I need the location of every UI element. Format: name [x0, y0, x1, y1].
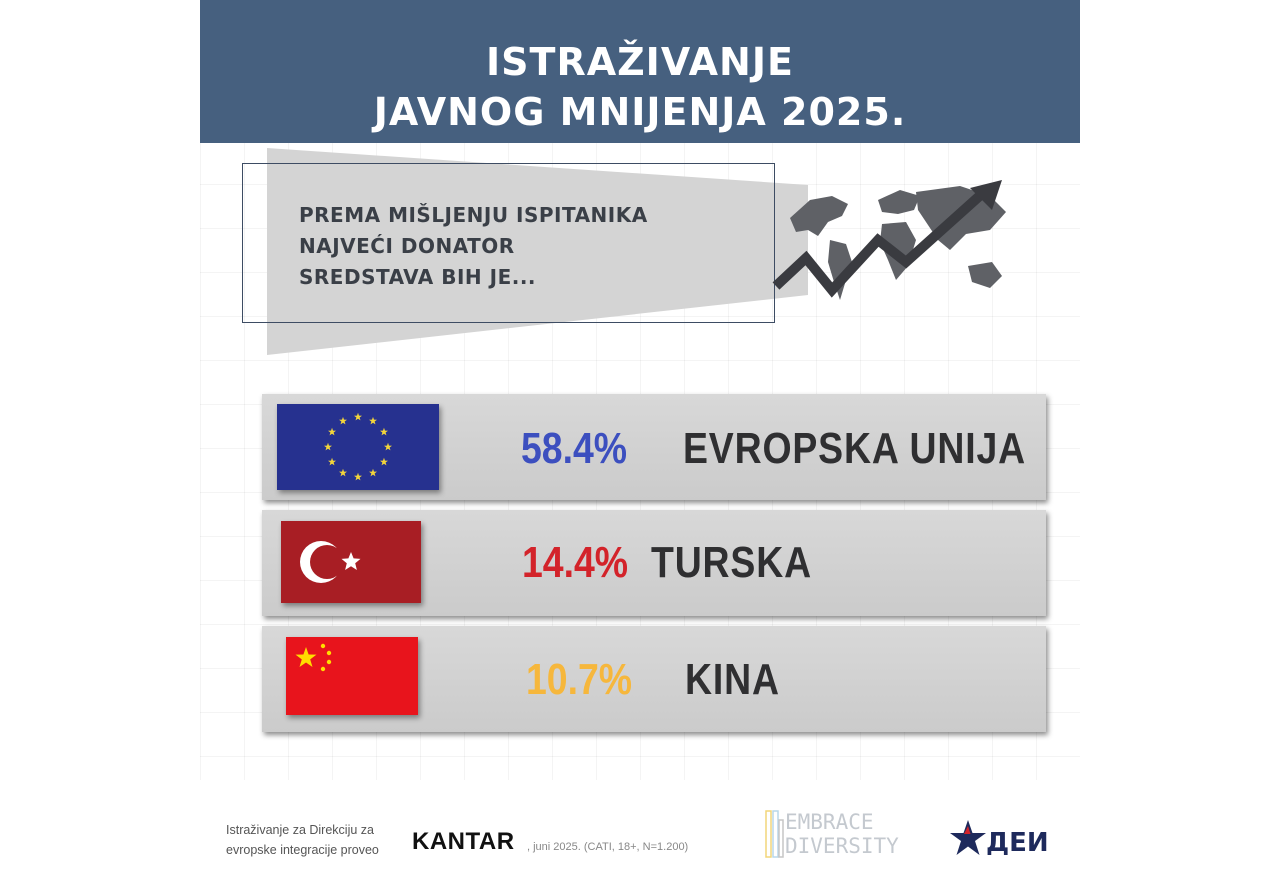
eu-star — [369, 416, 377, 425]
eu-star — [384, 442, 392, 451]
question-text: PREMA MIŠLJENJU ISPITANIKA NAJVEĆI DONAT… — [299, 200, 759, 293]
footer-credit-line2: evropske integracije proveo — [226, 843, 379, 857]
survey-meta: , juni 2025. (CATI, 18+, N=1.200) — [527, 841, 689, 853]
embrace-diversity-text: EMBRACE DIVERSITY — [785, 810, 899, 858]
result-label-eu: EVROPSKA UNIJA — [683, 424, 1027, 473]
question-line2: NAJVEĆI DONATOR — [299, 234, 515, 258]
embrace-diversity-logo — [765, 810, 784, 858]
eu-star — [328, 457, 337, 466]
embrace-line2: DIVERSITY — [785, 834, 899, 858]
eu-star — [379, 427, 388, 436]
question-box-outline — [242, 163, 775, 323]
dei-text: ДЕИ — [986, 828, 1049, 858]
eu-star — [339, 416, 347, 425]
world-map-growth-arrow-icon — [772, 180, 1006, 300]
eu-star — [324, 442, 332, 451]
dei-star-logo — [950, 820, 986, 855]
eu-star — [354, 472, 362, 481]
eu-flag-icon — [277, 404, 439, 490]
question-line3: SREDSTAVA BIH JE... — [299, 265, 537, 289]
eu-star — [328, 427, 337, 436]
kantar-logo: KANTAR — [412, 828, 515, 855]
result-value-turkey: 14.4% — [522, 538, 629, 587]
eu-star — [339, 468, 347, 477]
embrace-line1: EMBRACE — [785, 810, 874, 834]
question-line1: PREMA MIŠLJENJU ISPITANIKA — [299, 203, 648, 227]
china-flag-icon — [286, 637, 418, 715]
footer-credit: Istraživanje za Direkciju za evropske in… — [226, 820, 379, 860]
footer-credit-line1: Istraživanje za Direkciju za — [226, 823, 374, 837]
header-banner — [200, 0, 1080, 143]
page-title-line1: ISTRAŽIVANJE — [486, 40, 794, 84]
eu-star — [369, 468, 377, 477]
result-label-turkey: TURSKA — [651, 538, 812, 587]
result-value-eu: 58.4% — [521, 424, 628, 473]
eu-star — [354, 412, 362, 421]
turkey-flag-icon — [281, 521, 421, 603]
eu-star — [379, 457, 388, 466]
page-title-line2: JAVNOG MNIJENJA 2025. — [373, 90, 907, 134]
result-value-china: 10.7% — [526, 655, 633, 704]
result-label-china: KINA — [685, 655, 780, 704]
